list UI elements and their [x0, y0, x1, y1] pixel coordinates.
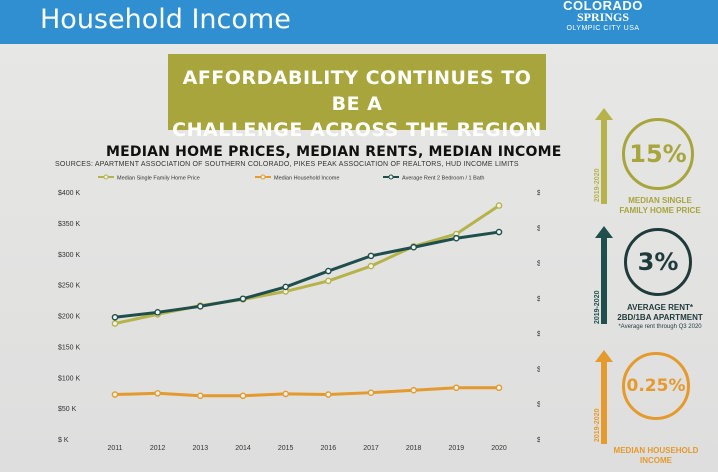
data-point	[111, 313, 119, 321]
chart-title: MEDIAN HOME PRICES, MEDIAN RENTS, MEDIAN…	[106, 144, 562, 160]
x-tick-label: 2012	[150, 445, 166, 452]
x-tick-label: 2016	[321, 445, 337, 452]
y-right-tick-label: $-	[537, 437, 540, 444]
data-point	[154, 390, 161, 397]
y-left-tick-label: $400 K	[58, 190, 81, 197]
stat-period-label: 2019-2020	[594, 168, 601, 202]
y-left-tick-label: $200 K	[58, 314, 81, 321]
stat-caption-2: INCOME	[640, 456, 672, 465]
up-arrow-icon	[595, 108, 613, 204]
stat-period-label: 2019-2020	[594, 408, 601, 442]
header-bar: Household Income COLORADO SPRINGS OLYMPI…	[0, 0, 718, 44]
data-point	[325, 391, 332, 398]
series-line	[114, 204, 500, 325]
data-point	[239, 392, 247, 400]
y-left-tick-label: $250 K	[58, 283, 81, 290]
data-point	[111, 320, 119, 327]
logo-line-1: COLORADO	[563, 0, 643, 13]
data-point	[453, 384, 460, 392]
up-arrow-icon	[595, 350, 613, 444]
x-tick-label: 2018	[406, 445, 422, 452]
y-right-tick-label: $1,400	[537, 190, 540, 197]
legend-label: Median Household Income	[274, 176, 339, 182]
data-point	[239, 295, 247, 303]
stat-value-circle: 0.25%	[622, 352, 690, 420]
y-right-tick-label: $200	[537, 402, 540, 409]
y-left-tick-label: $150 K	[58, 344, 81, 351]
y-right-tick-label: $1,200	[537, 225, 540, 232]
legend-marker	[260, 174, 266, 180]
data-point	[325, 277, 332, 285]
data-point	[495, 384, 503, 392]
data-point	[495, 202, 503, 209]
data-point	[495, 228, 503, 236]
y-left-tick-label: $50 K	[58, 406, 77, 413]
stat-rent: 2019-2020 3% AVERAGE RENT* 2BD/1BA APART…	[592, 224, 716, 344]
legend-label: Median Single Family Home Price	[117, 176, 200, 182]
data-point	[367, 262, 375, 270]
chart-sources: SOURCES: APARTMENT ASSOCIATION OF SOUTHE…	[55, 161, 519, 168]
legend-label: Average Rent 2 Bedroom / 1 Bath	[402, 176, 484, 182]
x-tick-label: 2020	[491, 445, 507, 452]
series-line	[114, 230, 500, 319]
logo-line-2: SPRINGS	[576, 10, 629, 24]
y-right-tick-label: $400	[537, 366, 540, 373]
x-tick-label: 2019	[449, 445, 465, 452]
y-left-tick-label: $300 K	[58, 252, 81, 259]
stat-caption-2: 2BD/1BA APARTMENT	[617, 313, 703, 322]
x-tick-label: 2017	[363, 445, 379, 452]
stat-home-price: 2019-2020 15% MEDIAN SINGLE FAMILY HOME …	[592, 108, 714, 218]
data-point	[367, 252, 375, 260]
data-point	[111, 391, 119, 398]
line-chart: $400 K $350 K $300 K $250 K $200 K $150 K $100…	[58, 174, 540, 452]
data-point	[154, 309, 161, 316]
stat-note: *Average rent through Q3 2020	[618, 324, 702, 330]
x-tick-label: 2014	[235, 445, 251, 452]
stat-period-label: 2019-2020	[594, 290, 601, 324]
stat-caption-1: AVERAGE RENT*	[626, 303, 694, 312]
y-right-tick-label: $600	[537, 331, 540, 338]
stat-value-circle: 15%	[622, 118, 694, 190]
x-tick-label: 2015	[278, 445, 294, 452]
data-point	[367, 389, 375, 396]
logo-line-3: OLYMPIC CITY USA	[566, 25, 640, 32]
data-point	[197, 303, 204, 310]
data-point	[282, 390, 289, 398]
x-tick-label: 2013	[193, 445, 209, 452]
colorado-springs-logo: COLORADO SPRINGS OLYMPIC CITY USA	[548, 0, 658, 40]
data-point	[325, 267, 332, 275]
data-point	[197, 392, 204, 400]
legend-marker	[388, 174, 394, 180]
data-point	[282, 283, 289, 291]
banner-line-2: CHALLENGE ACROSS THE REGION	[172, 119, 542, 141]
up-arrow-icon	[595, 226, 613, 324]
legend-marker	[103, 174, 109, 180]
data-point	[410, 243, 417, 251]
y-right-tick-label: $1,000	[537, 261, 540, 268]
headline-banner: AFFORDABILITY CONTINUES TO BE A CHALLENG…	[168, 54, 546, 141]
series-line	[114, 386, 499, 398]
stat-value-circle: 3%	[624, 228, 692, 296]
stat-caption-2: FAMILY HOME PRICE	[619, 206, 701, 215]
y-left-tick-label: $350 K	[58, 221, 81, 228]
y-left-tick-label: $100 K	[58, 375, 81, 382]
page-title: Household Income	[40, 4, 291, 35]
stat-household-income: 2019-2020 0.25% MEDIAN HOUSEHOLD INCOME	[592, 348, 714, 472]
data-point	[453, 234, 460, 242]
stat-caption-1: MEDIAN SINGLE	[628, 196, 692, 205]
y-left-tick-label: $ K	[58, 437, 69, 444]
banner-line-1: AFFORDABILITY CONTINUES TO BE A	[182, 67, 532, 115]
x-tick-label: 2011	[107, 445, 122, 452]
y-right-tick-label: $800	[537, 296, 540, 303]
slide-body: AFFORDABILITY CONTINUES TO BE A CHALLENG…	[0, 44, 718, 472]
data-point	[410, 386, 417, 394]
stat-caption-1: MEDIAN HOUSEHOLD	[613, 446, 699, 455]
